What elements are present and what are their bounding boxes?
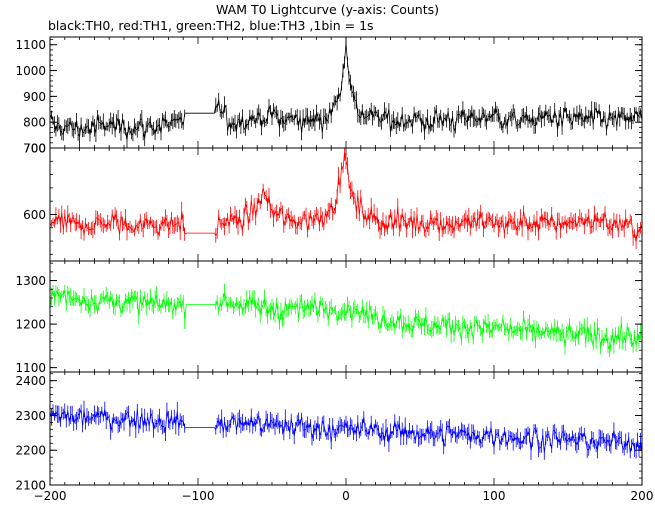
- y-tick-label: 2200: [15, 444, 46, 458]
- x-tick-label: 100: [483, 489, 506, 503]
- y-tick-label: 1100: [15, 38, 46, 52]
- series-line-th2: [50, 283, 642, 357]
- y-tick-label: 700: [23, 142, 46, 156]
- x-tick-label: 200: [631, 489, 654, 503]
- y-tick-label: 1100: [15, 361, 46, 375]
- y-tick-label: 1300: [15, 274, 46, 288]
- y-tick-label: 2300: [15, 409, 46, 423]
- series-line-th1: [50, 148, 642, 250]
- y-tick-label: 900: [23, 90, 46, 104]
- x-tick-label: −100: [182, 489, 215, 503]
- chart-title: WAM T0 Lightcurve (y-axis: Counts): [215, 2, 440, 17]
- series-line-th3: [50, 400, 642, 460]
- x-tick-label: −200: [34, 489, 67, 503]
- x-tick-label: 0: [342, 489, 350, 503]
- chart-header: WAM T0 Lightcurve (y-axis: Counts) black…: [0, 0, 655, 36]
- y-tick-label: 2100: [15, 479, 46, 493]
- y-tick-label: 2400: [15, 374, 46, 388]
- series-line-th0: [50, 37, 642, 148]
- chart-subtitle: black:TH0, red:TH1, green:TH2, blue:TH3 …: [48, 18, 374, 33]
- y-tick-label: 600: [23, 208, 46, 222]
- y-tick-label: 800: [23, 116, 46, 130]
- y-tick-label: 1200: [15, 318, 46, 332]
- y-tick-label: 700: [23, 142, 46, 156]
- y-tick-label: 1000: [15, 64, 46, 78]
- panel-frame-th0: [49, 36, 643, 149]
